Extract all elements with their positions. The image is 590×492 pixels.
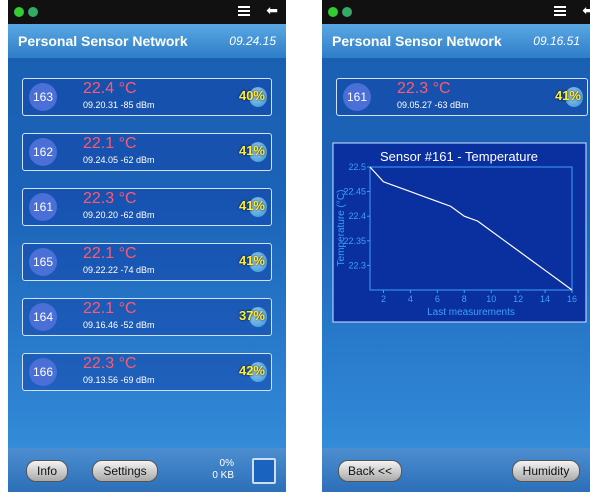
sensor-temperature: 22.1 °C <box>83 300 137 317</box>
y-tick-label: 22.35 <box>343 236 366 246</box>
sensor-card[interactable]: 161 22.3 °C 09.05.27 -63 dBm 41% <box>336 78 588 116</box>
sensor-humidity: 41% <box>238 143 265 158</box>
sensor-id: 166 <box>29 358 57 386</box>
status-bar: ⬅ <box>322 0 590 24</box>
sensor-id: 164 <box>29 303 57 331</box>
info-button[interactable]: Info <box>26 460 68 482</box>
humidity-icon <box>249 252 267 272</box>
app-title: Personal Sensor Network <box>332 33 502 49</box>
sensor-temperature: 22.1 °C <box>83 245 137 262</box>
sensor-card[interactable]: 166 22.3 °C 09.13.56 -69 dBm 42% <box>22 353 272 391</box>
sensor-humidity: 42% <box>238 363 265 378</box>
status-dot <box>342 7 352 17</box>
menu-icon[interactable] <box>238 6 250 8</box>
x-tick-label: 8 <box>462 294 467 304</box>
sensor-info: 09.20.31 -85 dBm <box>83 100 155 110</box>
sensor-card[interactable]: 161 22.3 °C 09.20.20 -62 dBm 41% <box>22 188 272 226</box>
sensor-info: 09.22.22 -74 dBm <box>83 265 155 275</box>
sensor-info: 09.20.20 -62 dBm <box>83 210 155 220</box>
sensor-humidity: 37% <box>238 308 265 323</box>
sensor-id: 161 <box>29 193 57 221</box>
app-title: Personal Sensor Network <box>18 33 188 49</box>
y-tick-label: 22.45 <box>343 187 366 197</box>
back-button[interactable]: Back << <box>338 460 402 482</box>
clock: 09.16.51 <box>533 34 580 48</box>
footer: Info Settings 0% 0 KB <box>8 448 286 492</box>
sensor-info: 09.05.27 -63 dBm <box>397 100 469 110</box>
sensor-card[interactable]: 162 22.1 °C 09.24.05 -62 dBm 41% <box>22 133 272 171</box>
menu-icon[interactable] <box>554 6 566 8</box>
status-dot <box>328 7 338 17</box>
humidity-icon <box>249 87 267 107</box>
sensor-card[interactable]: 163 22.4 °C 09.20.31 -85 dBm 40% <box>22 78 272 116</box>
sensor-humidity: 41% <box>238 198 265 213</box>
sensor-humidity: 41% <box>238 253 265 268</box>
sensor-info: 09.16.46 -52 dBm <box>83 320 155 330</box>
humidity-icon <box>249 142 267 162</box>
sensor-temperature: 22.3 °C <box>83 355 137 372</box>
humidity-icon <box>249 197 267 217</box>
y-axis-label: Temperature (°C) <box>336 190 347 267</box>
sensor-temperature: 22.4 °C <box>83 80 137 97</box>
header: Personal Sensor Network 09.16.51 <box>322 24 590 58</box>
sensor-card[interactable]: 165 22.1 °C 09.22.22 -74 dBm 41% <box>22 243 272 281</box>
sensor-temperature: 22.1 °C <box>83 135 137 152</box>
status-dot <box>14 7 24 17</box>
x-tick-label: 16 <box>567 294 577 304</box>
clock: 09.24.15 <box>229 34 276 48</box>
chart: Sensor #161 - Temperature Last measureme… <box>332 142 587 323</box>
sensor-humidity: 41% <box>554 88 581 103</box>
sensor-temperature: 22.3 °C <box>83 190 137 207</box>
footer: Back << Humidity <box>322 448 590 492</box>
header: Personal Sensor Network 09.24.15 <box>8 24 286 58</box>
status-dot <box>28 7 38 17</box>
humidity-icon <box>565 87 583 107</box>
left-screen: ⬅ Personal Sensor Network 09.24.15 163 22… <box>8 0 286 492</box>
back-icon[interactable]: ⬅ <box>266 2 278 18</box>
save-icon[interactable] <box>252 458 276 484</box>
x-axis-label: Last measurements <box>427 307 515 318</box>
sensor-humidity: 40% <box>238 88 265 103</box>
status-bar: ⬅ <box>8 0 286 24</box>
y-tick-label: 22.3 <box>348 260 366 270</box>
y-tick-label: 22.4 <box>348 211 366 221</box>
y-tick-label: 22.5 <box>348 162 366 172</box>
sensor-temperature: 22.3 °C <box>397 80 451 97</box>
x-tick-label: 10 <box>486 294 496 304</box>
sensor-info: 09.24.05 -62 dBm <box>83 155 155 165</box>
humidity-icon <box>249 362 267 382</box>
chart-title: Sensor #161 - Temperature <box>380 149 538 164</box>
x-tick-label: 4 <box>408 294 413 304</box>
sensor-id: 162 <box>29 138 57 166</box>
x-tick-label: 6 <box>435 294 440 304</box>
sensor-card[interactable]: 164 22.1 °C 09.16.46 -52 dBm 37% <box>22 298 272 336</box>
right-screen: ⬅ Personal Sensor Network 09.16.51 161 2… <box>322 0 590 492</box>
settings-button[interactable]: Settings <box>92 460 158 482</box>
x-tick-label: 2 <box>381 294 386 304</box>
plot-area <box>369 166 573 291</box>
humidity-icon <box>249 307 267 327</box>
humidity-button[interactable]: Humidity <box>512 460 580 482</box>
sensor-id: 165 <box>29 248 57 276</box>
x-tick-label: 14 <box>540 294 550 304</box>
sensor-id: 163 <box>29 83 57 111</box>
storage-percent: 0% <box>219 458 234 469</box>
sensor-info: 09.13.56 -69 dBm <box>83 375 155 385</box>
back-icon[interactable]: ⬅ <box>582 2 590 18</box>
data-line <box>369 166 573 291</box>
storage-size: 0 KB <box>212 470 234 481</box>
sensor-id: 161 <box>343 83 371 111</box>
x-tick-label: 12 <box>513 294 523 304</box>
